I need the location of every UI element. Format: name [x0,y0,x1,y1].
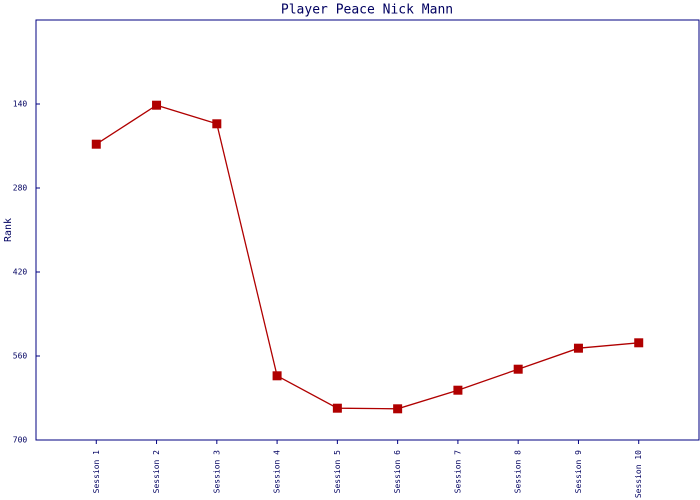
x-tick-label: Session 9 [574,450,583,494]
marker [91,139,101,149]
marker [634,338,644,348]
marker [272,371,282,381]
chart-title: Player Peace Nick Mann [281,3,453,18]
y-tick-label: 280 [13,184,28,193]
marker [393,404,403,414]
x-tick-label: Session 8 [514,450,523,494]
x-tick-label: Session 1 [92,450,101,494]
marker [453,385,463,395]
y-tick-label: 420 [13,268,28,277]
marker [152,100,162,110]
x-tick-label: Session 5 [333,450,342,494]
marker [573,343,583,353]
x-tick-label: Session 10 [634,450,643,498]
y-tick-label: 140 [13,100,28,109]
marker [332,403,342,413]
marker [513,364,523,374]
y-tick-label: 700 [13,436,28,445]
x-tick-label: Session 7 [453,450,462,494]
marker [212,119,222,129]
line [95,104,639,410]
plot-frame [35,19,700,441]
x-tick-label: Session 4 [273,450,282,494]
x-tick-label: Session 2 [152,450,161,494]
y-tick-label: 560 [13,352,28,361]
x-tick-label: Session 3 [212,450,221,494]
y-axis-label: Rank [3,218,14,242]
x-tick-label: Session 6 [393,450,402,494]
